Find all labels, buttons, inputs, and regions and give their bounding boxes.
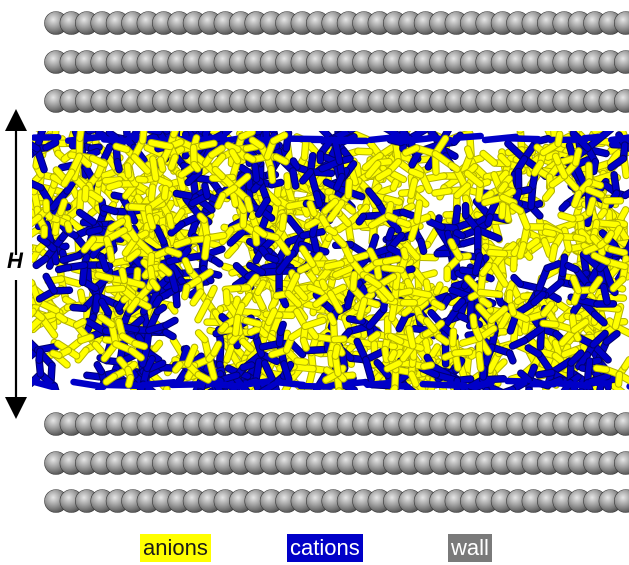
anion-molecule [112,131,152,179]
anion-molecule [303,197,340,237]
anion-molecule [584,185,625,220]
cation-molecule [32,131,60,174]
height-label: H [7,248,23,273]
cation-molecule [188,182,219,208]
anion-molecule [479,149,526,185]
anion-molecule [323,232,376,282]
anion-molecule [539,313,590,347]
anion-molecule [322,343,348,384]
wall-atom-row [44,412,629,436]
anion-molecule [127,184,170,231]
anion-molecule [530,131,564,177]
anion-molecule [134,155,174,203]
anion-molecule [218,288,263,337]
wall-atom [614,89,629,113]
wall-atom-row [44,11,629,35]
anion-molecule [383,338,436,388]
anion-molecule [363,272,398,302]
anion-molecule [252,212,292,256]
cation-molecule [355,187,417,234]
wall-atom [614,412,629,436]
wall-atom-row [44,489,629,513]
anion-molecule [507,300,556,335]
anion-molecule [541,228,587,263]
legend-anions: anions [140,534,211,562]
wall-atom [614,11,629,35]
anion-molecule [582,229,629,257]
anion-molecule [97,313,145,363]
anion-molecule [349,270,381,321]
legend-anions-label: anions [143,535,208,560]
anion-molecule [463,261,504,309]
anion-molecule [548,147,583,192]
anion-molecule [272,272,303,308]
cation-molecule [573,329,612,371]
anion-molecule [171,343,212,384]
cation-molecules [32,131,629,390]
anion-molecule [243,131,290,185]
bottom-wall [44,412,629,513]
anion-molecule [394,278,446,311]
legend-wall: wall [448,534,492,562]
anion-molecule [421,317,451,346]
anion-molecule [80,217,129,264]
anion-molecule [293,307,327,352]
wall-atom-row [44,50,629,74]
anion-molecule [570,161,605,209]
anion-molecule [121,214,154,257]
anion-molecule [458,313,498,373]
wall-atom-row [44,89,629,113]
wall-atom-row [44,451,629,475]
anion-molecule [181,256,214,307]
cation-molecule [289,151,336,209]
anion-molecule [441,327,474,372]
anion-molecule [211,165,254,213]
anion-molecule [592,356,629,388]
anion-molecule [481,181,518,220]
anion-molecule [140,251,173,292]
top-wall [44,11,629,113]
cation-molecule [35,272,74,303]
legend-cations-label: cations [290,535,360,560]
anion-molecule [367,315,410,364]
anion-molecule [32,198,51,239]
anion-molecule [42,198,73,236]
anion-molecule [569,274,604,306]
wall-atom [614,451,629,475]
wall-atom [614,489,629,513]
anion-molecule [367,200,400,230]
anion-molecule [463,169,492,203]
anion-molecule [312,278,348,314]
anion-molecule [60,131,109,188]
ionic-liquid-slab [32,131,629,390]
anion-molecule [443,237,472,283]
anion-molecule [268,326,310,366]
legend-cations: cations [287,534,363,562]
anion-molecule [401,134,461,176]
anion-molecule [557,196,597,245]
legend-wall-label: wall [451,535,489,560]
anion-molecule [395,199,432,242]
cation-molecule [32,224,74,270]
anion-molecule [49,333,95,360]
cation-molecule [340,294,389,341]
anion-molecule [102,356,138,389]
anion-molecule [590,251,629,293]
anion-molecule [172,212,228,261]
wall-atom [614,50,629,74]
